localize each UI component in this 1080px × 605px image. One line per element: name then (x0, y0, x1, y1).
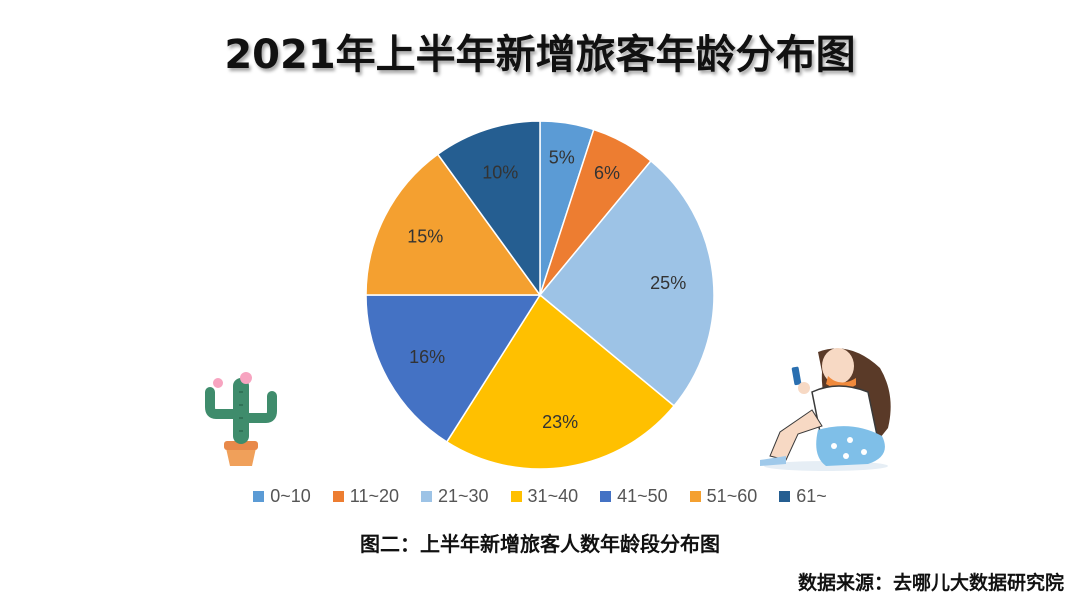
legend-item-0~10: 0~10 (253, 486, 311, 507)
legend-label: 41~50 (617, 486, 668, 506)
legend-item-31~40: 31~40 (510, 486, 579, 507)
chart-legend: 0~10 11~20 21~30 31~40 41~50 51~60 61~ (0, 486, 1080, 507)
pie-slice-21~30 (538, 159, 715, 407)
legend-label: 61~ (796, 486, 827, 506)
legend-swatch (332, 491, 344, 502)
pie-slice-31~40 (445, 293, 676, 470)
legend-label: 21~30 (437, 486, 489, 506)
pie-label-0~10: 5% (549, 148, 575, 168)
legend-label: 51~60 (706, 486, 758, 506)
legend-item-21~30: 21~30 (420, 486, 489, 507)
pie-slice-51~60 (365, 153, 542, 296)
legend-label: 31~40 (527, 486, 579, 506)
pie-label-31~40: 23% (542, 412, 578, 432)
legend-label: 0~10 (270, 486, 311, 506)
legend-swatch (253, 491, 265, 502)
legend-swatch (510, 491, 522, 502)
pie-slice-61~ (436, 120, 541, 298)
legend-item-61~: 61~ (779, 486, 827, 507)
legend-item-41~50: 41~50 (600, 486, 668, 507)
pie-label-61~: 10% (482, 163, 518, 183)
pie-label-21~30: 25% (650, 273, 686, 293)
pie-label-11~20: 6% (594, 163, 620, 183)
cactus-icon (205, 372, 277, 466)
legend-item-11~20: 11~20 (332, 486, 399, 507)
pie-slices (365, 120, 715, 470)
pie-labels: 5% 6% 25% 23% 16% 15% 10% (407, 148, 686, 433)
pie-chart: 5% 6% 25% 23% 16% 15% 10% (205, 120, 891, 471)
legend-swatch (600, 491, 612, 502)
pie-label-51~60: 15% (407, 227, 443, 247)
woman-with-phone-illustration (760, 348, 891, 471)
chart-title: 2021年上半年新增旅客年龄分布图 (224, 32, 856, 78)
legend-item-51~60: 51~60 (689, 486, 758, 507)
pie-label-41~50: 16% (409, 347, 445, 367)
data-source: 数据来源：去哪儿大数据研究院 (797, 572, 1064, 594)
legend-swatch (779, 491, 791, 502)
legend-swatch (420, 491, 432, 502)
pie-slice-41~50 (365, 294, 542, 443)
legend-label: 11~20 (349, 486, 399, 506)
legend-swatch (689, 491, 701, 502)
figure-caption: 图二：上半年新增旅客人数年龄段分布图 (360, 532, 720, 556)
